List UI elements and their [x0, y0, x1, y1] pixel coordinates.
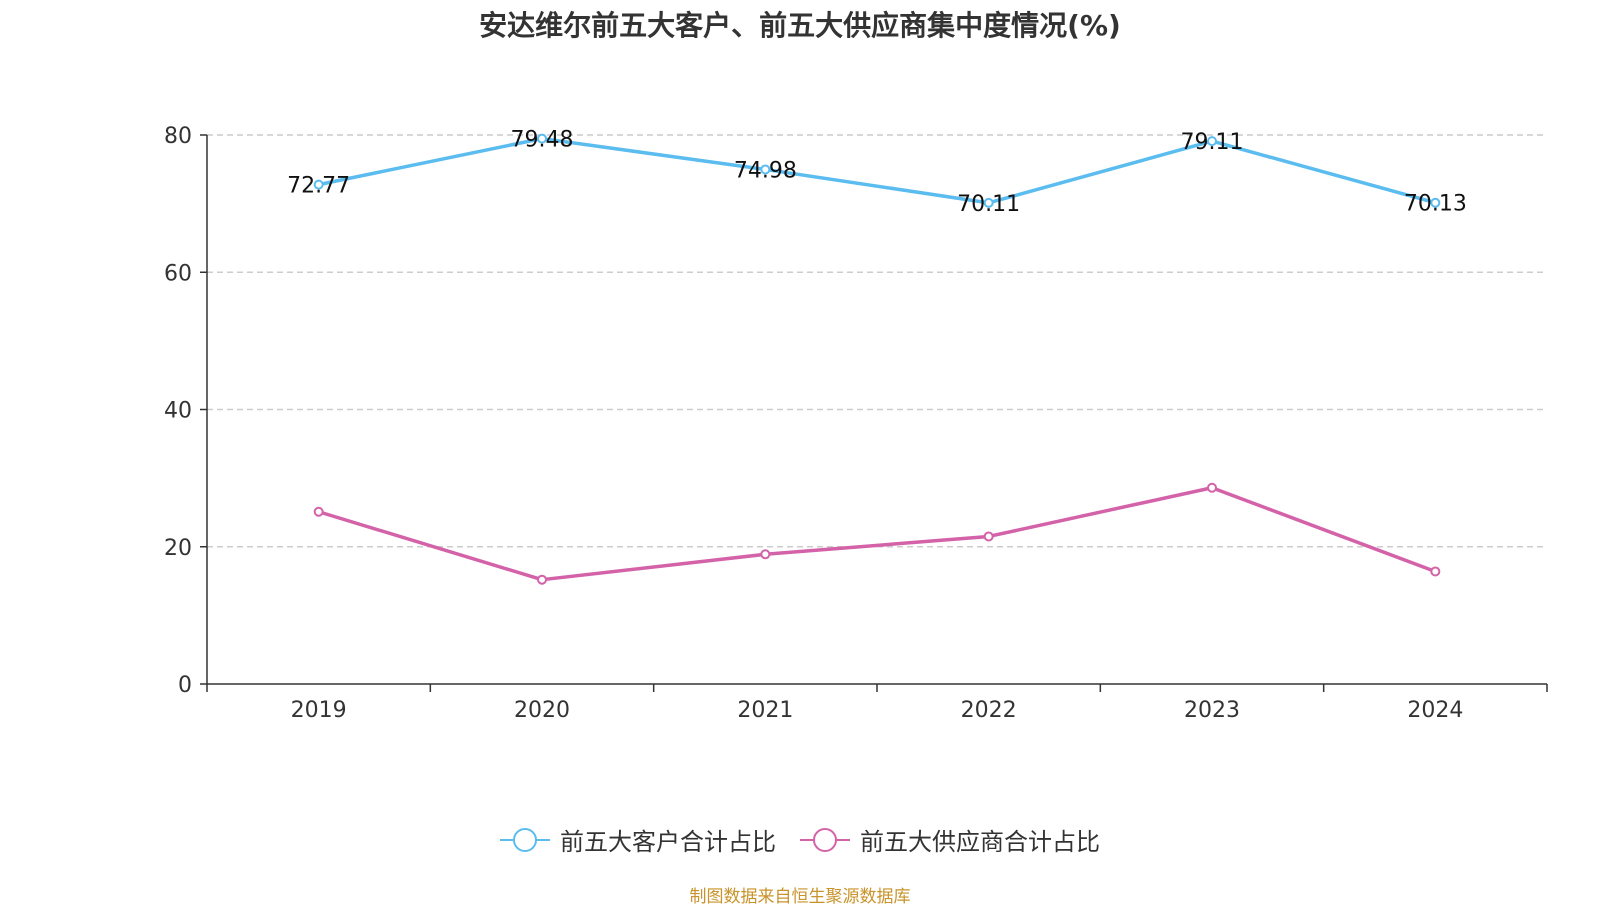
x-tick-label: 2019: [291, 698, 347, 723]
data-point: [1207, 482, 1217, 493]
series-line: [318, 485, 1436, 582]
data-point: [1207, 136, 1217, 147]
data-point: [1430, 197, 1441, 208]
y-tick-label: 20: [164, 536, 192, 561]
data-point: [983, 531, 994, 542]
legend-item-suppliers[interactable]: 前五大供应商合计占比: [800, 822, 1100, 857]
data-label: 70.11: [957, 192, 1020, 217]
data-point: [1430, 566, 1441, 577]
x-tick-label: 2023: [1184, 698, 1240, 723]
y-tick-label: 0: [178, 673, 192, 698]
legend-label-customers: 前五大客户合计占比: [560, 828, 776, 856]
data-label: 79.48: [511, 128, 574, 153]
data-label: 79.11: [1181, 130, 1244, 155]
data-point: [537, 574, 547, 585]
legend: 前五大客户合计占比 前五大供应商合计占比: [0, 822, 1600, 857]
data-point: [313, 179, 324, 190]
data-label: 72.77: [287, 174, 350, 199]
legend-label-suppliers: 前五大供应商合计占比: [860, 828, 1100, 856]
chart-title: 安达维尔前五大客户、前五大供应商集中度情况(%): [479, 9, 1121, 42]
legend-circle: [813, 827, 837, 852]
legend-circle: [513, 827, 537, 852]
data-point: [760, 164, 771, 175]
data-point: [537, 133, 547, 144]
source-note: 制图数据来自恒生聚源数据库: [689, 887, 911, 907]
data-point: [313, 506, 324, 517]
x-tick-label: 2020: [514, 698, 570, 723]
data-point: [760, 549, 771, 560]
x-tick-label: 2022: [961, 698, 1017, 723]
x-tick-label: 2021: [737, 698, 793, 723]
y-tick-label: 40: [164, 399, 192, 424]
data-label: 70.13: [1404, 192, 1467, 217]
legend-item-customers[interactable]: 前五大客户合计占比: [500, 822, 776, 857]
y-tick-label: 80: [164, 124, 192, 149]
series-line: [318, 136, 1436, 205]
y-tick-label: 60: [164, 261, 192, 286]
legend-line-circle-icon: [500, 827, 550, 853]
x-tick-label: 2024: [1407, 698, 1463, 723]
legend-line-circle-icon: [800, 827, 850, 853]
data-label: 74.98: [734, 158, 797, 183]
data-point: [983, 197, 994, 208]
